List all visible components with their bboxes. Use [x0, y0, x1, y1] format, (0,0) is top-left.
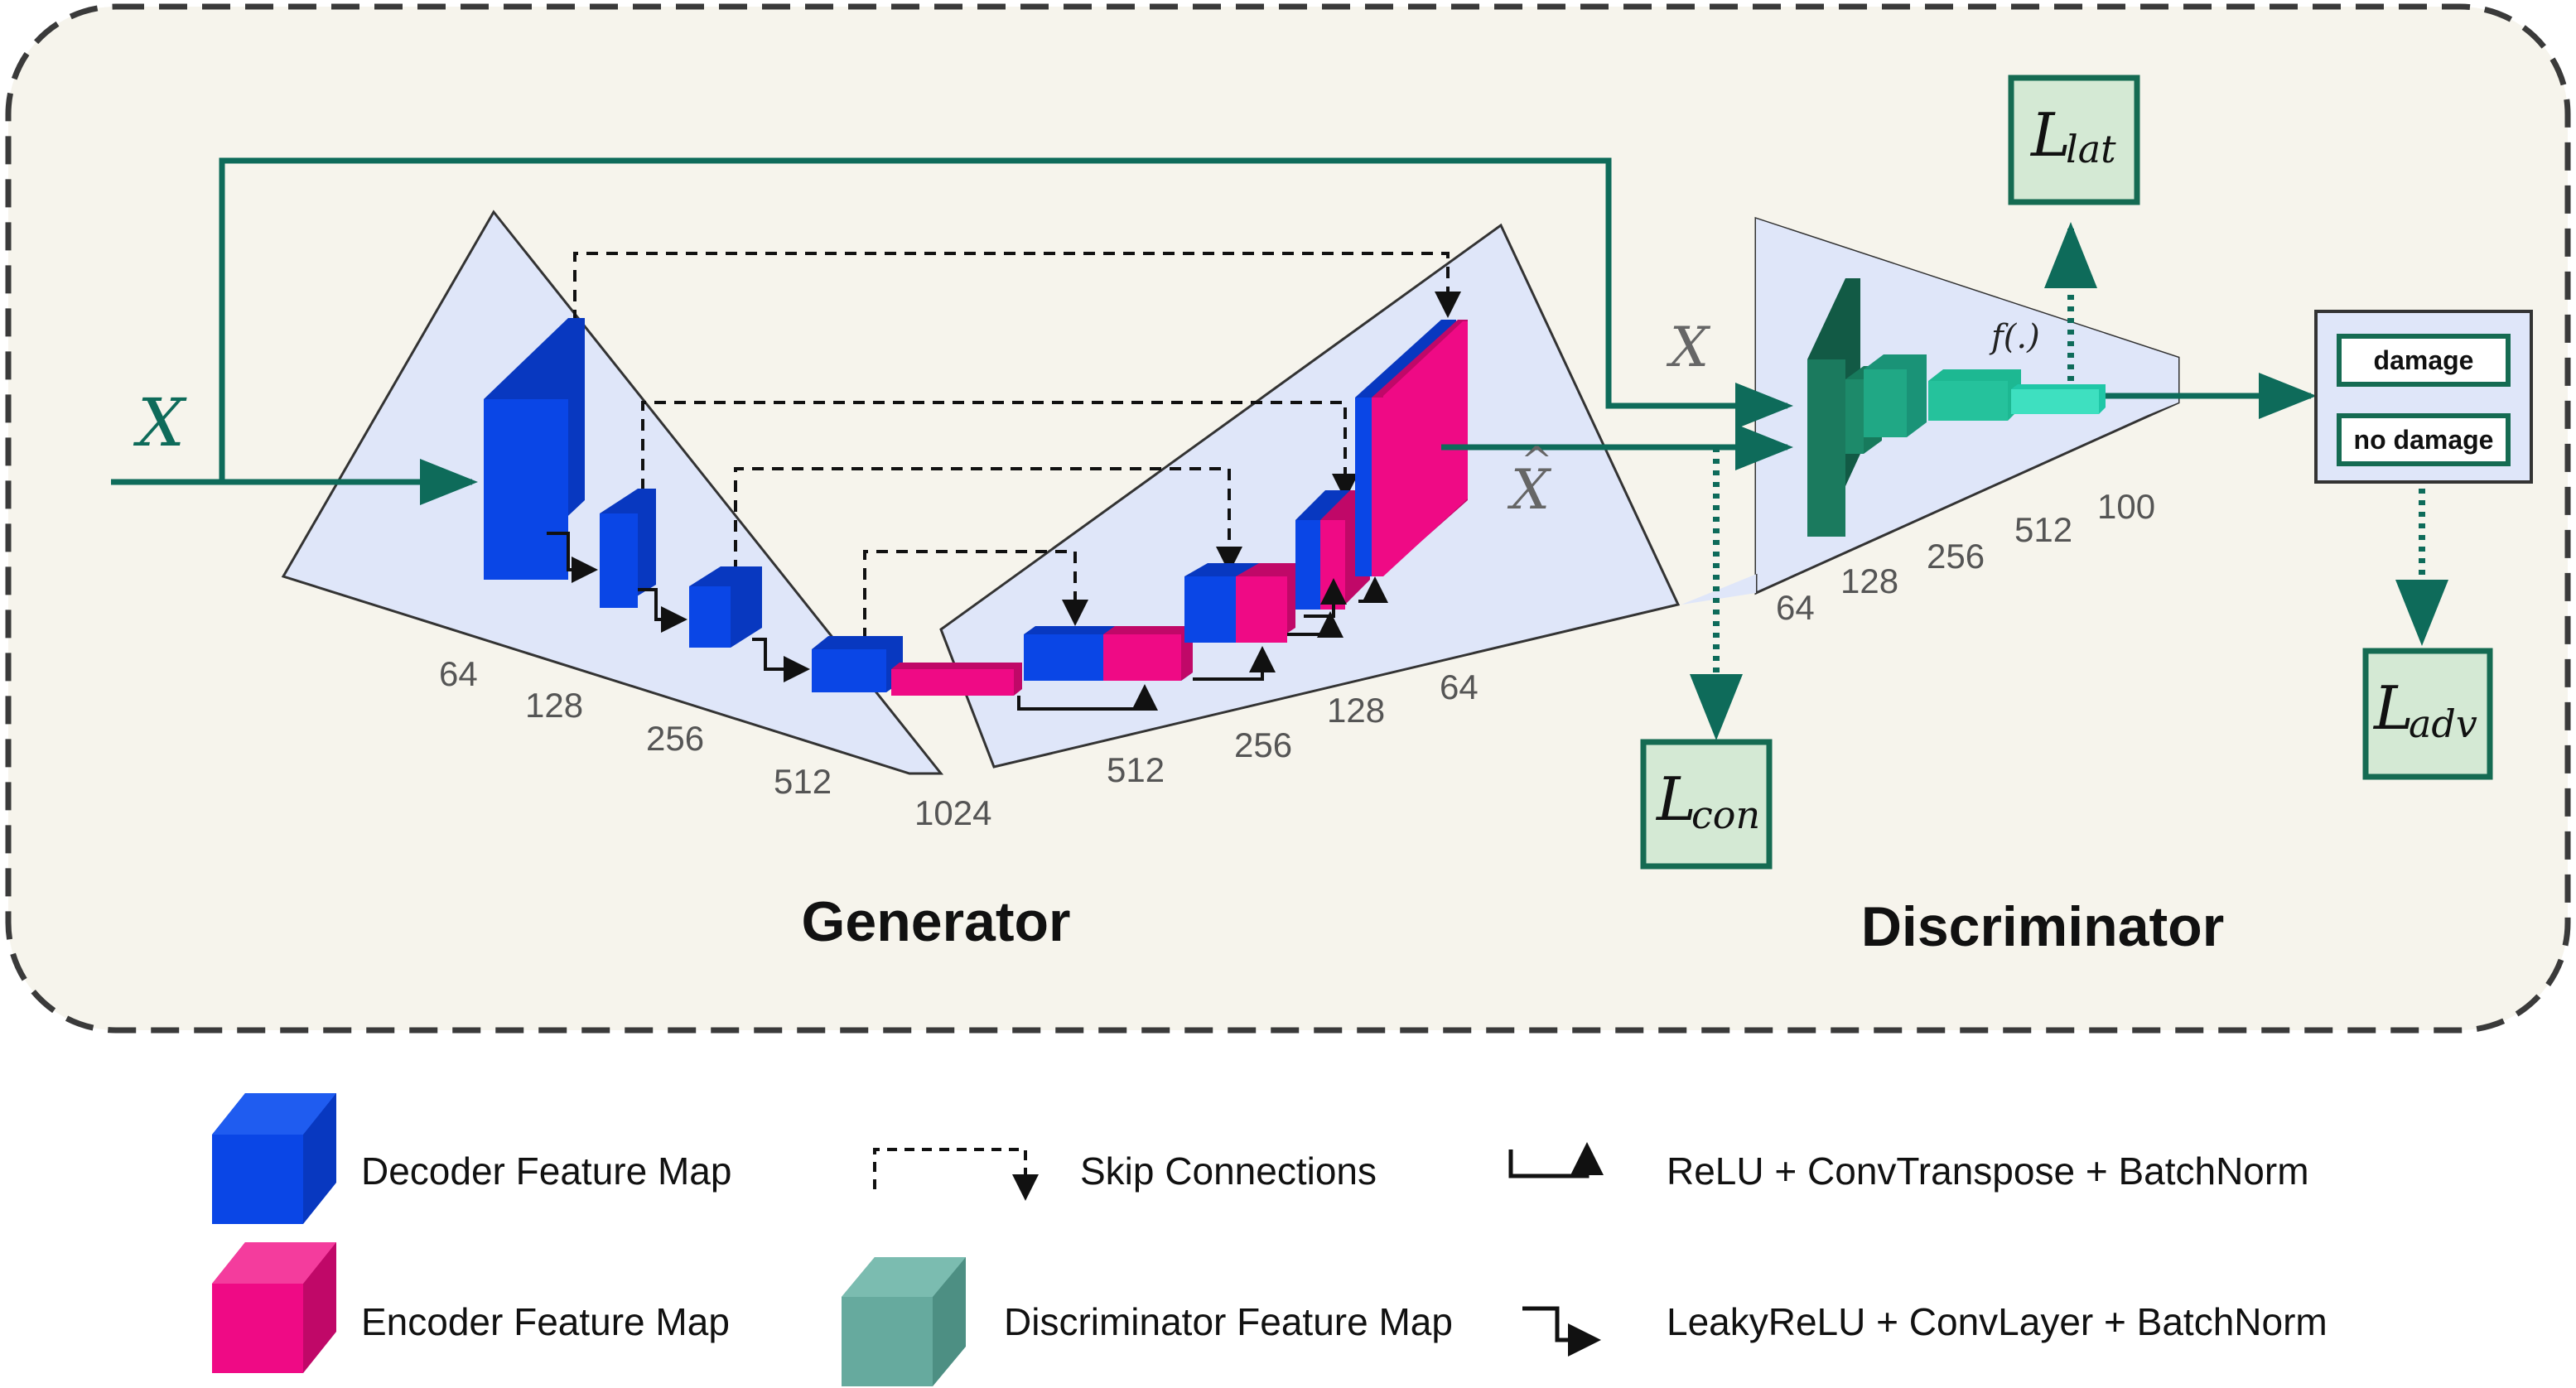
loss-lat-sub: lat — [2066, 127, 2116, 171]
generator-decoder-blocks — [1024, 320, 1468, 681]
generator-encoder-blocks — [484, 318, 1022, 696]
legend-leaky-icon — [1522, 1306, 1601, 1357]
dim-label: 256 — [646, 719, 704, 758]
data-flow-arrows — [111, 157, 2317, 505]
loss-adv-main: L — [2372, 673, 2414, 743]
loss-con-box: L con — [1640, 739, 1773, 870]
dim-label: 64 — [1776, 588, 1815, 627]
loss-con-main: L — [1655, 764, 1696, 834]
dim-label: 512 — [774, 762, 832, 801]
loss-adv-box: L adv — [2362, 648, 2493, 780]
legend-encoder-label: Encoder Feature Map — [361, 1300, 730, 1343]
dim-label: 128 — [1327, 691, 1385, 730]
legend-decoder-label: Decoder Feature Map — [361, 1149, 731, 1193]
legend-relu-label: ReLU + ConvTranspose + BatchNorm — [1667, 1149, 2309, 1193]
legend-disc-label: Discriminator Feature Map — [1004, 1300, 1453, 1343]
loss-adv-sub: adv — [2409, 701, 2477, 746]
dim-label: 128 — [1840, 561, 1898, 600]
legend: Decoder Feature Map Encoder Feature Map … — [212, 1093, 2328, 1386]
f-label: f(.) — [1989, 318, 2040, 356]
dim-label: 100 — [2097, 487, 2155, 526]
no-damage-label: no damage — [2354, 425, 2494, 455]
x-discriminator-label: X — [1666, 316, 1711, 379]
dim-label: 256 — [1927, 537, 1985, 576]
legend-encoder-cube — [212, 1242, 336, 1373]
discriminator-title: Discriminator — [1861, 895, 2224, 958]
x-hat-accent: ^ — [1521, 438, 1553, 483]
output-box: damage no damage — [2314, 310, 2533, 484]
x-input-label: X — [133, 384, 187, 461]
legend-relu-icon — [1508, 1142, 1604, 1178]
skip-connections — [573, 252, 1461, 639]
legend-disc-cube — [842, 1257, 966, 1386]
generator-title: Generator — [802, 890, 1071, 953]
loss-lat-box: L lat — [2008, 75, 2140, 205]
loss-con-sub: con — [1691, 793, 1760, 837]
discriminator-dims: 64 128 256 512 100 — [1776, 487, 2155, 627]
legend-leaky-label: LeakyReLU + ConvLayer + BatchNorm — [1667, 1300, 2328, 1343]
dim-label: 64 — [1440, 667, 1479, 706]
generator-encoder-dims: 64 128 256 512 1024 — [439, 654, 991, 832]
legend-decoder-cube — [212, 1093, 336, 1224]
loss-arrows — [1690, 222, 2448, 740]
dim-label: 1024 — [914, 793, 991, 832]
dim-label: 512 — [1107, 750, 1165, 789]
loss-lat-main: L — [2029, 100, 2071, 170]
dim-label: 128 — [525, 686, 583, 725]
x-hat-label: X — [1507, 458, 1552, 522]
leaky-arrows — [547, 532, 810, 682]
damage-label: damage — [2374, 345, 2474, 375]
relu-arrows — [1017, 576, 1388, 711]
dim-label: 512 — [2014, 510, 2072, 549]
generator-encoder-region — [281, 210, 944, 775]
discriminator-blocks — [1807, 278, 2106, 537]
generator-decoder-dims: 512 256 128 64 — [1107, 667, 1479, 789]
dim-label: 256 — [1234, 725, 1292, 764]
legend-skip-icon — [873, 1148, 1039, 1201]
legend-skip-label: Skip Connections — [1080, 1149, 1377, 1193]
dim-label: 64 — [439, 654, 478, 693]
